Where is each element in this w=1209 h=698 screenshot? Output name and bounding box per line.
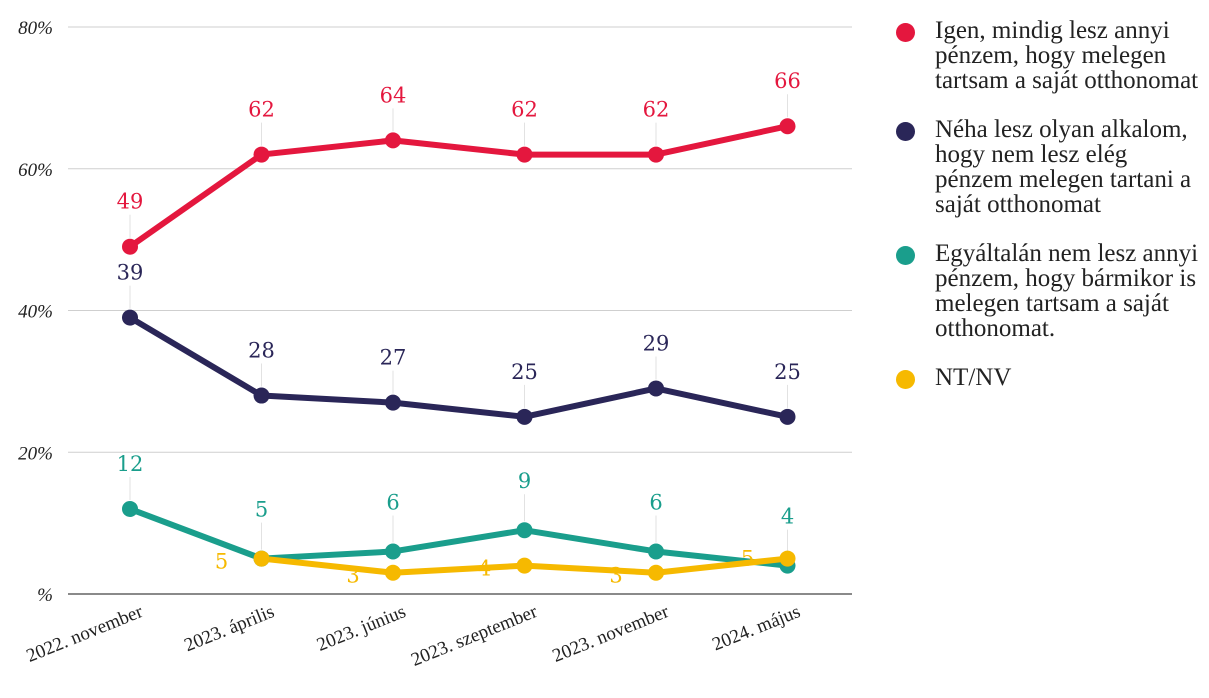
legend: Igen, mindig lesz annyi pénzem, hogy mel… <box>896 18 1201 414</box>
y-axis-ticks: % 20% 40% 60% 80% <box>18 18 53 606</box>
data-point <box>648 146 664 163</box>
data-point <box>648 380 664 397</box>
series-lines <box>127 123 791 576</box>
data-label: 62 <box>643 98 670 122</box>
series-line <box>127 314 791 420</box>
y-tick-label: 40% <box>18 302 53 323</box>
data-label: 62 <box>248 98 275 122</box>
data-label: 5 <box>255 498 268 522</box>
data-point <box>385 543 401 560</box>
x-tick-label: 2024. május <box>709 601 803 655</box>
data-label: 4 <box>781 505 794 529</box>
data-point <box>516 557 533 574</box>
data-label: 12 <box>117 452 144 476</box>
data-label: 3 <box>609 564 622 588</box>
series-line <box>127 123 791 250</box>
data-point <box>253 146 270 163</box>
data-point <box>385 132 401 149</box>
data-label: 64 <box>380 83 407 107</box>
data-point <box>253 550 270 567</box>
data-point <box>779 550 796 567</box>
data-point <box>516 522 533 539</box>
legend-label: Igen, mindig lesz annyi pénzem, hogy mel… <box>935 17 1199 94</box>
legend-item: Egyáltalán nem lesz annyi pénzem, hogy b… <box>896 241 1201 341</box>
gridlines <box>68 26 852 595</box>
y-tick-label: 60% <box>18 160 53 181</box>
data-point <box>779 408 796 425</box>
legend-label: NT/NV <box>935 364 1012 391</box>
data-label: 6 <box>649 490 662 514</box>
legend-item: Néha lesz olyan alkalom, hogy nem lesz e… <box>896 117 1201 217</box>
series-points <box>122 118 796 581</box>
data-point <box>385 564 401 581</box>
data-label: 27 <box>380 346 407 370</box>
x-axis-ticks: 2022. november 2023. április 2023. június 2… <box>24 601 804 671</box>
y-tick-label: % <box>37 585 53 606</box>
data-label: 39 <box>117 261 144 285</box>
x-tick-label: 2023. szeptember <box>408 601 541 671</box>
data-point <box>516 408 533 425</box>
data-label: 28 <box>248 339 275 363</box>
x-tick-label: 2023. április <box>181 601 277 656</box>
data-point <box>253 387 270 404</box>
legend-swatch <box>896 23 915 42</box>
data-point <box>516 146 533 163</box>
legend-item: Igen, mindig lesz annyi pénzem, hogy mel… <box>896 18 1201 93</box>
data-point <box>648 564 664 581</box>
y-tick-label: 80% <box>18 18 53 39</box>
data-point <box>648 543 664 560</box>
data-point <box>385 394 401 411</box>
data-point <box>122 238 138 255</box>
data-label: 25 <box>511 360 538 384</box>
legend-label: Néha lesz olyan alkalom, hogy nem lesz e… <box>935 116 1192 218</box>
data-label: 6 <box>386 490 399 514</box>
data-label: 3 <box>346 564 359 588</box>
y-tick-label: 20% <box>18 443 53 464</box>
x-tick-label: 2023. november <box>550 601 673 667</box>
data-label: 25 <box>774 360 801 384</box>
data-label: 4 <box>478 557 491 581</box>
series-line <box>127 505 791 569</box>
data-point <box>122 309 138 326</box>
data-point <box>779 118 796 135</box>
data-label: 29 <box>643 331 670 355</box>
legend-item: NT/NV <box>896 365 1201 390</box>
data-label: 49 <box>117 190 144 214</box>
legend-swatch <box>896 246 915 265</box>
legend-label: Egyáltalán nem lesz annyi pénzem, hogy b… <box>935 240 1199 342</box>
data-label: 9 <box>518 469 531 493</box>
data-label: 5 <box>215 550 228 574</box>
legend-swatch <box>896 122 915 141</box>
x-tick-label: 2022. november <box>24 601 147 667</box>
label-leaders <box>129 94 788 557</box>
legend-swatch <box>896 370 915 389</box>
data-label: 5 <box>741 547 754 571</box>
data-point <box>122 500 138 517</box>
data-label: 62 <box>511 98 538 122</box>
data-label: 66 <box>774 69 801 93</box>
x-tick-label: 2023. június <box>314 601 409 656</box>
